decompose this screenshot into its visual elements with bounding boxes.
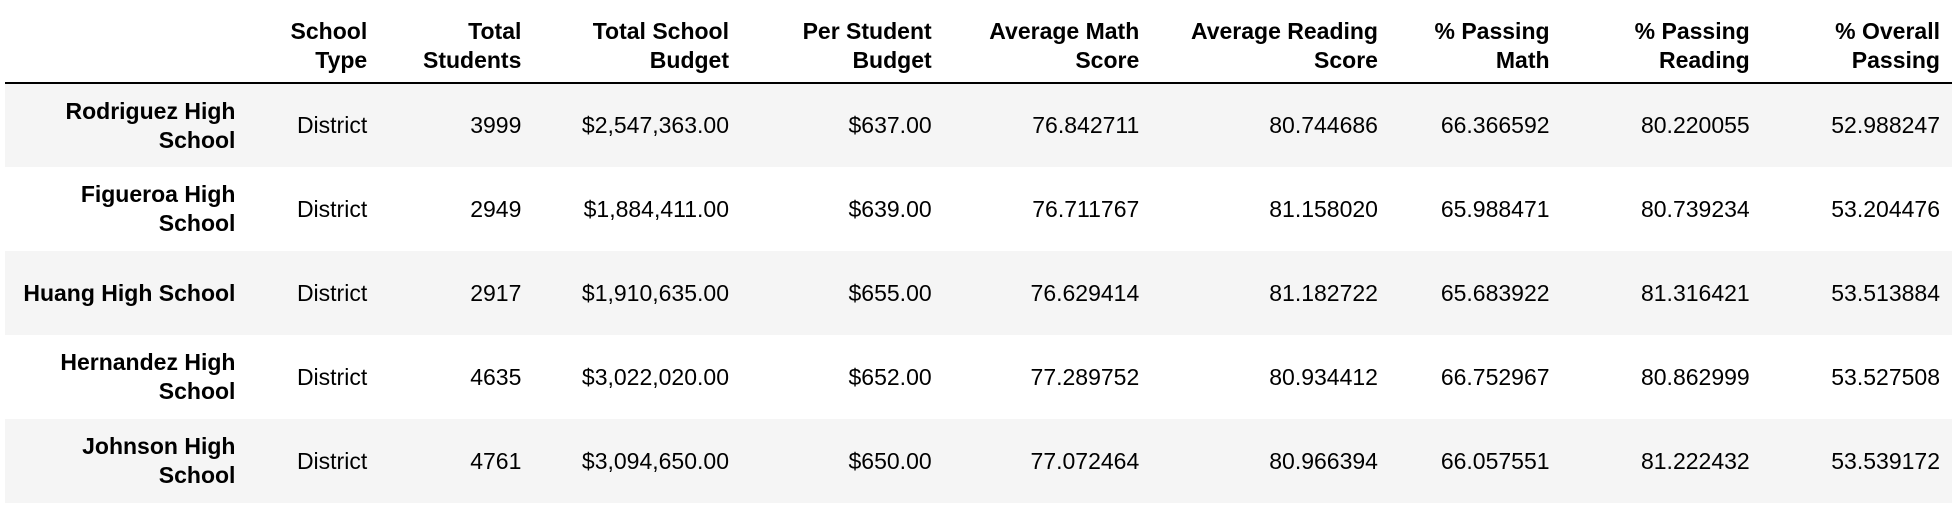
cell-pct-passing-reading: 81.222432	[1640, 447, 1750, 474]
cell-total-school-budget: $1,884,411.00	[583, 195, 729, 222]
cell-per-student-budget: $655.00	[848, 279, 932, 306]
cell-pct-passing-math: 66.057551	[1440, 447, 1550, 474]
cell-pct-passing-math: 66.752967	[1440, 363, 1550, 390]
cell-school-type: District	[296, 363, 368, 390]
table-row: Rodriguez High School District 3999 $2,5…	[5, 83, 1952, 167]
cell-pct-passing-math: 65.988471	[1440, 195, 1550, 222]
row-index-school: Hernandez High School	[60, 349, 236, 404]
table-row: Hernandez High School District 4635 $3,0…	[5, 335, 1952, 419]
cell-total-students: 2917	[470, 279, 522, 306]
table-header: School Type Total Students Total School …	[5, 0, 1952, 84]
cell-average-math-score: 77.289752	[1030, 363, 1140, 390]
table-row: Figueroa High School District 2949 $1,88…	[5, 167, 1952, 251]
cell-total-school-budget: $3,022,020.00	[581, 363, 729, 390]
row-index-school: Rodriguez High School	[65, 97, 236, 153]
cell-average-math-score: 76.629414	[1030, 279, 1140, 306]
cell-pct-overall-passing: 53.539172	[1831, 447, 1940, 474]
header-total-students: Total Students	[379, 0, 534, 84]
cell-per-student-budget: $652.00	[848, 363, 932, 390]
school-summary-table: School Type Total Students Total School …	[5, 0, 1952, 503]
cell-pct-passing-reading: 80.220055	[1640, 112, 1750, 138]
cell-pct-overall-passing: 52.988247	[1831, 112, 1940, 138]
cell-total-school-budget: $1,910,635.00	[581, 279, 729, 306]
cell-total-school-budget: $2,547,363.00	[581, 112, 729, 138]
cell-pct-passing-math: 66.366592	[1440, 112, 1550, 138]
header-pct-passing-math: % Passing Math	[1389, 0, 1562, 84]
cell-per-student-budget: $639.00	[848, 195, 932, 222]
cell-school-type: District	[296, 112, 368, 138]
row-index-school: Johnson High School	[82, 433, 236, 488]
cell-pct-passing-reading: 80.862999	[1640, 363, 1750, 390]
cell-average-math-score: 77.072464	[1030, 447, 1140, 474]
cell-average-reading-score: 80.934412	[1269, 363, 1378, 390]
header-average-math-score: Average Math Score	[943, 0, 1152, 84]
cell-school-type: District	[296, 195, 368, 222]
cell-pct-overall-passing: 53.513884	[1831, 279, 1940, 306]
row-index-school: Figueroa High School	[80, 181, 236, 236]
cell-total-students: 2949	[470, 195, 522, 222]
header-row: School Type Total Students Total School …	[5, 0, 1952, 84]
table-row: Huang High School District 2917 $1,910,6…	[5, 251, 1952, 335]
header-pct-passing-reading: % Passing Reading	[1561, 0, 1762, 84]
header-per-student-budget: Per Student Budget	[741, 0, 944, 84]
header-school-type: School Type	[247, 0, 380, 84]
cell-average-reading-score: 80.744686	[1269, 112, 1378, 138]
cell-total-school-budget: $3,094,650.00	[581, 447, 729, 474]
cell-total-students: 4635	[470, 363, 522, 390]
cell-pct-overall-passing: 53.527508	[1831, 363, 1940, 390]
cell-per-student-budget: $637.00	[848, 112, 932, 138]
cell-school-type: District	[296, 447, 368, 474]
table-row: Johnson High School District 4761 $3,094…	[5, 419, 1952, 503]
table-body: Rodriguez High School District 3999 $2,5…	[5, 83, 1952, 503]
cell-average-math-score: 76.711767	[1032, 195, 1140, 222]
header-index	[5, 0, 248, 84]
cell-school-type: District	[296, 279, 368, 306]
cell-pct-overall-passing: 53.204476	[1831, 195, 1940, 222]
cell-pct-passing-math: 65.683922	[1440, 279, 1550, 306]
cell-average-reading-score: 81.158020	[1269, 195, 1378, 222]
cell-total-students: 3999	[470, 112, 522, 138]
cell-pct-passing-reading: 81.316421	[1640, 279, 1750, 306]
cell-average-math-score: 76.842711	[1032, 112, 1140, 138]
header-pct-overall-passing: % Overall Passing	[1761, 0, 1952, 84]
cell-average-reading-score: 81.182722	[1269, 279, 1378, 306]
row-index-school: Huang High School	[23, 279, 236, 306]
header-total-school-budget: Total School Budget	[533, 0, 741, 84]
cell-pct-passing-reading: 80.739234	[1640, 195, 1750, 222]
cell-average-reading-score: 80.966394	[1269, 447, 1378, 474]
header-average-reading-score: Average Reading Score	[1151, 0, 1390, 84]
cell-total-students: 4761	[470, 447, 522, 474]
cell-per-student-budget: $650.00	[848, 447, 932, 474]
